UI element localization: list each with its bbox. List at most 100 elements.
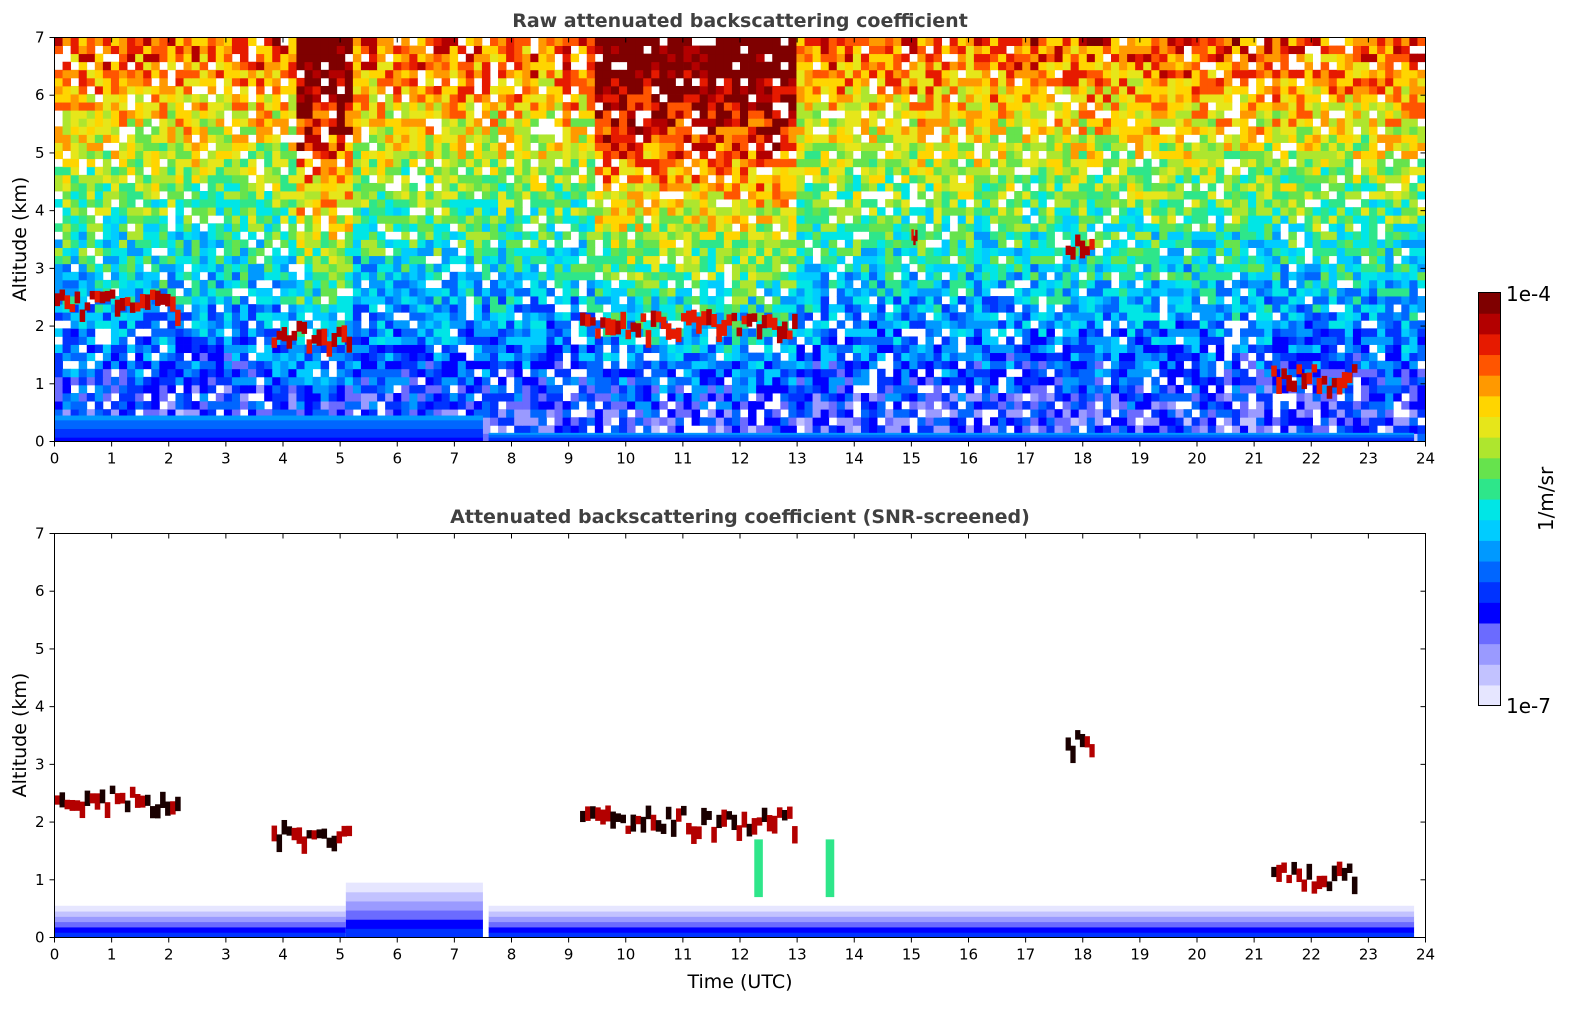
backscatter-cell (1320, 320, 1330, 329)
backscatter-cell (54, 312, 63, 321)
backscatter-cell (102, 376, 112, 386)
backscatter-cell (973, 263, 983, 273)
backscatter-cell (143, 279, 152, 289)
backscatter-cell (715, 207, 725, 216)
backscatter-cell (554, 384, 563, 394)
backscatter-cell (1062, 215, 1072, 224)
backscatter-cell (328, 320, 338, 329)
backscatter-cell (151, 344, 160, 354)
backscatter-cell (304, 376, 313, 386)
backscatter-cell (901, 320, 910, 329)
backscatter-cell (1385, 207, 1394, 216)
backscatter-cell (723, 247, 733, 257)
backscatter-cell (707, 360, 717, 370)
backscatter-cell (715, 231, 725, 240)
backscatter-cell (239, 376, 249, 386)
backscatter-cell (409, 287, 418, 297)
backscatter-cell (320, 271, 330, 281)
backscatter-cell (1328, 174, 1338, 184)
backscatter-cell (1248, 328, 1257, 337)
backscatter-cell (1175, 231, 1184, 240)
backscatter-cell (796, 182, 805, 192)
backscatter-cell (667, 223, 676, 232)
backscatter-cell (393, 296, 402, 305)
backscatter-cell (635, 223, 644, 232)
backscatter-cell (231, 376, 241, 386)
backscatter-cell (627, 296, 636, 305)
backscatter-cell (1014, 174, 1023, 184)
backscatter-cell (562, 409, 572, 418)
backscatter-cell (1248, 425, 1257, 434)
backscatter-cell (78, 239, 88, 248)
backscatter-cell (1062, 328, 1072, 337)
backscatter-cell (272, 328, 281, 337)
backscatter-cell (1054, 425, 1063, 434)
backscatter-cell (506, 304, 515, 313)
backscatter-cell (1159, 352, 1168, 362)
backscatter-cell (1296, 296, 1305, 305)
backscatter-cell (1240, 352, 1249, 362)
backscatter-cell (610, 215, 620, 224)
backscatter-cell (320, 279, 330, 289)
backscatter-cell (1022, 368, 1031, 378)
backscatter-cell (489, 215, 499, 224)
backscatter-cell (780, 368, 789, 378)
backscatter-cell (1223, 401, 1233, 410)
backscatter-cell (1110, 296, 1120, 305)
backscatter-cell (804, 255, 813, 265)
backscatter-cell (530, 231, 539, 240)
backscatter-cell (1401, 296, 1410, 305)
backscatter-cell (449, 320, 459, 329)
backscatter-cell (1320, 296, 1330, 305)
backscatter-cell (594, 296, 604, 305)
backscatter-cell (965, 239, 975, 248)
backscatter-cell (1336, 215, 1346, 224)
backscatter-cell (441, 215, 451, 224)
backscatter-cell (740, 425, 749, 434)
backscatter-cell (1159, 287, 1168, 297)
backscatter-cell (1369, 255, 1378, 265)
backscatter-cell (425, 271, 434, 281)
backscatter-cell (1369, 271, 1378, 281)
backscatter-cell (1304, 174, 1313, 184)
backscatter-cell (780, 425, 789, 434)
backscatter-cell (1127, 368, 1136, 378)
backscatter-cell (1215, 336, 1225, 345)
backscatter-cell (248, 255, 257, 265)
backscatter-cell (836, 296, 846, 305)
backscatter-cell (1223, 223, 1233, 232)
backscatter-cell (1288, 247, 1297, 257)
backscatter-cell (1215, 239, 1225, 248)
backscatter-cell (1167, 336, 1176, 345)
backscatter-cell (94, 279, 104, 289)
backscatter-cell (1062, 199, 1072, 208)
backscatter-cell (1078, 376, 1088, 386)
backscatter-cell (1409, 182, 1418, 192)
backscatter-cell (635, 255, 644, 265)
backscatter-cell (489, 320, 499, 329)
backscatter-cell (683, 376, 693, 386)
backscatter-cell (1119, 376, 1128, 386)
backscatter-cell (1360, 304, 1370, 313)
backscatter-cell (143, 384, 152, 394)
backscatter-cell (506, 271, 515, 281)
backscatter-cell (602, 417, 612, 426)
backscatter-cell (86, 352, 96, 362)
backscatter-cell (1199, 352, 1209, 362)
backscatter-cell (377, 384, 386, 394)
backscatter-cell (1135, 368, 1144, 378)
backscatter-cell (1183, 271, 1193, 281)
backscatter-cell (1256, 279, 1265, 289)
backscatter-cell (764, 352, 773, 362)
backscatter-cell (869, 239, 878, 248)
backscatter-cell (110, 344, 120, 354)
backscatter-cell (256, 199, 265, 208)
backscatter-cell (731, 328, 741, 337)
backscatter-cell (602, 352, 612, 362)
backscatter-cell (352, 199, 362, 208)
backscatter-cell (417, 271, 426, 281)
backscatter-cell (1143, 336, 1152, 345)
backscatter-cell (1377, 401, 1386, 410)
backscatter-cell (748, 376, 757, 386)
backscatter-cell (94, 199, 104, 208)
